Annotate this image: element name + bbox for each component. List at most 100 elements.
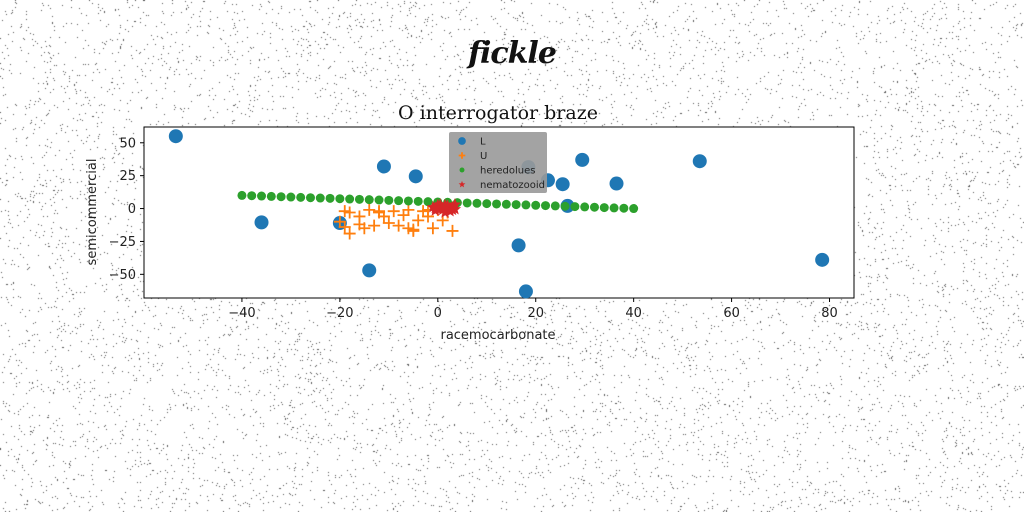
data-point	[325, 193, 335, 203]
marks-layer	[168, 129, 830, 299]
data-point	[511, 238, 526, 253]
data-point	[426, 222, 439, 235]
data-point	[403, 196, 413, 206]
data-point	[343, 206, 356, 219]
data-point	[570, 202, 580, 212]
data-point	[412, 214, 425, 227]
legend-label: heredolues	[480, 166, 535, 177]
data-point	[382, 217, 395, 230]
y-tick-label: 50	[119, 136, 136, 151]
data-point	[343, 227, 356, 240]
data-point	[575, 152, 590, 167]
x-tick-label: −40	[228, 306, 255, 321]
series-heredolues	[237, 190, 639, 214]
data-point	[247, 191, 257, 201]
x-tick-label: 60	[723, 306, 740, 321]
data-point	[541, 201, 551, 211]
data-point	[237, 190, 247, 200]
data-point	[168, 129, 183, 144]
y-tick-label: 0	[128, 202, 136, 217]
data-point	[423, 197, 433, 207]
legend-label: U	[480, 151, 487, 162]
x-tick-label: 40	[625, 306, 642, 321]
data-point	[402, 222, 415, 235]
y-axis-label: semicommercial	[85, 159, 100, 266]
data-point	[374, 195, 384, 205]
data-point	[521, 200, 531, 210]
data-point	[501, 199, 511, 209]
data-point	[619, 203, 629, 213]
data-point	[518, 284, 533, 299]
data-point	[384, 195, 394, 205]
data-point	[446, 224, 459, 237]
data-point	[362, 263, 377, 278]
y-axis-ticks: −50 −25 0 25 50	[109, 136, 144, 283]
data-point	[376, 159, 391, 174]
data-point	[448, 202, 462, 215]
chart-title: O interrogator braze	[398, 102, 598, 124]
x-axis-ticks: −40 −20 0 20 40 60 80	[228, 298, 838, 321]
series-nematozooid	[426, 198, 462, 218]
data-point	[438, 200, 452, 213]
data-point	[408, 169, 423, 184]
y-tick-label: 25	[119, 169, 136, 184]
data-point	[431, 198, 444, 211]
data-point	[609, 176, 624, 191]
data-point	[555, 177, 570, 192]
x-tick-label: 80	[821, 306, 838, 321]
data-point	[392, 219, 405, 232]
legend-marker	[458, 152, 466, 159]
data-point	[276, 192, 286, 202]
data-point	[368, 219, 381, 232]
data-point	[364, 195, 374, 205]
data-point	[462, 198, 472, 208]
data-point	[354, 194, 364, 204]
data-point	[387, 205, 400, 218]
data-point	[589, 202, 599, 212]
legend-label: nematozooid	[480, 180, 545, 191]
data-point	[353, 218, 366, 231]
data-point	[315, 193, 325, 203]
legend-marker	[458, 180, 466, 188]
data-point	[254, 215, 269, 230]
legend-label: L	[480, 137, 486, 148]
data-point	[286, 192, 296, 202]
y-tick-label: −25	[109, 235, 136, 250]
data-point	[296, 192, 306, 202]
data-point	[363, 203, 376, 216]
data-point	[394, 196, 404, 206]
data-point	[692, 154, 707, 169]
data-point	[335, 194, 345, 204]
data-point	[599, 203, 609, 213]
x-tick-label: 20	[527, 306, 544, 321]
data-point	[580, 202, 590, 212]
data-point	[609, 203, 619, 213]
data-point	[373, 205, 386, 218]
x-tick-label: −20	[326, 306, 353, 321]
figure-heading: fickle	[468, 36, 557, 71]
data-point	[338, 220, 351, 233]
data-point	[413, 196, 423, 206]
legend-box	[449, 132, 547, 193]
data-point	[815, 252, 830, 267]
x-tick-label: 0	[434, 306, 442, 321]
x-axis-label: racemocarbonate	[440, 328, 555, 343]
data-point	[257, 191, 267, 201]
data-point	[511, 200, 521, 210]
data-point	[266, 191, 276, 201]
legend-marker	[458, 137, 466, 145]
data-point	[492, 199, 502, 209]
data-point	[429, 201, 442, 214]
data-point	[531, 200, 541, 210]
data-point	[629, 204, 639, 214]
data-point	[345, 194, 355, 204]
data-point	[402, 203, 415, 216]
data-point	[472, 198, 482, 208]
data-point	[482, 199, 492, 209]
data-point	[305, 193, 315, 203]
data-point	[550, 201, 560, 211]
y-tick-label: −50	[109, 268, 136, 283]
data-point	[560, 201, 570, 211]
